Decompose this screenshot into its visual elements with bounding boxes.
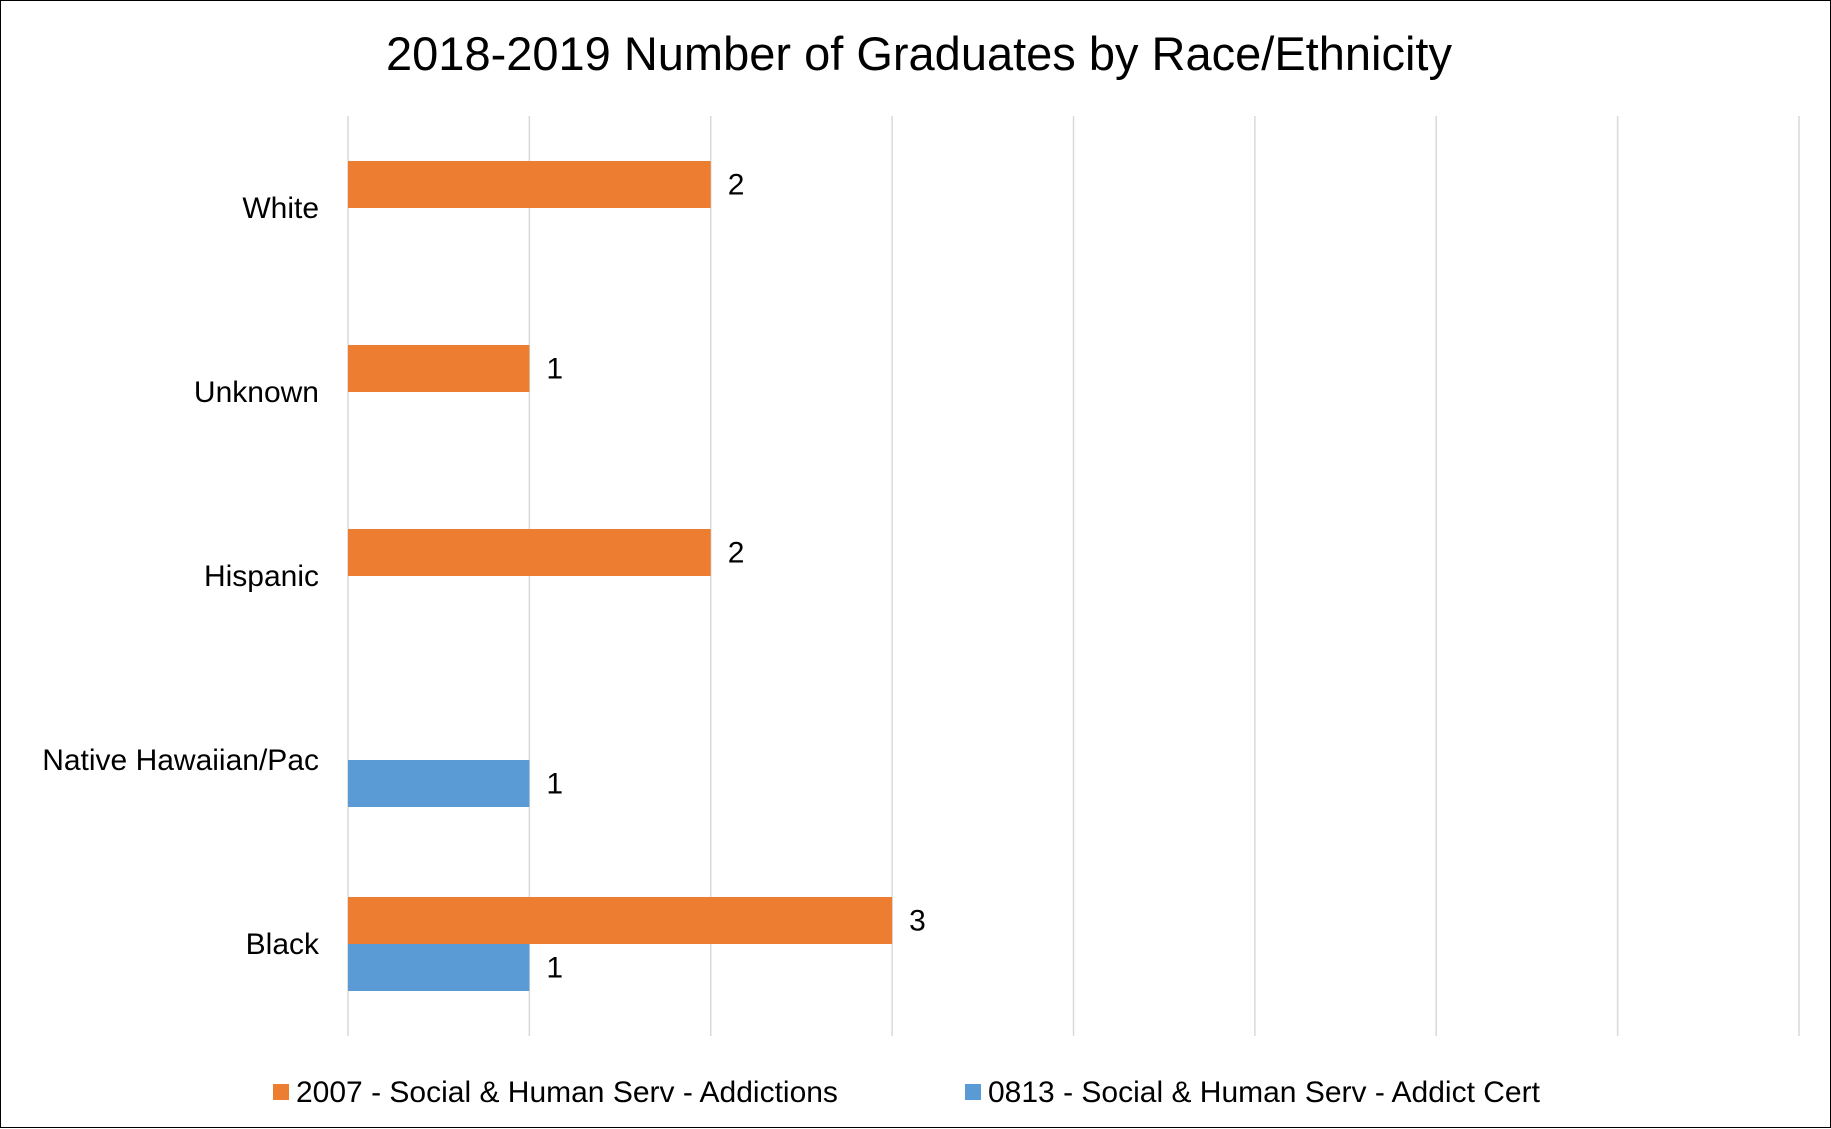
category-label-hispanic: Hispanic xyxy=(204,560,319,593)
legend-swatch-series-1 xyxy=(273,1084,289,1100)
legend: 2007 - Social & Human Serv - Addictions 0… xyxy=(273,1076,1541,1109)
legend-swatch-series-2 xyxy=(965,1084,981,1100)
gridlines xyxy=(347,116,1800,1036)
category-label-native-hawaiian-pac: Native Hawaiian/Pac xyxy=(42,744,319,777)
category-label-white: White xyxy=(242,192,319,225)
data-label-white-series-1: 2 xyxy=(728,169,745,202)
category-label-unknown: Unknown xyxy=(194,376,319,409)
data-label-black-series-2: 1 xyxy=(546,952,563,985)
bar-black-series-2 xyxy=(348,944,530,991)
category-label-black: Black xyxy=(246,928,320,961)
data-labels: 2 1 2 1 3 1 xyxy=(546,169,925,985)
data-label-unknown-series-1: 1 xyxy=(546,353,563,386)
category-axis-labels: White Unknown Hispanic Native Hawaiian/Pac B… xyxy=(42,192,320,961)
data-label-black-series-1: 3 xyxy=(909,905,926,938)
bar-unknown-series-1 xyxy=(348,345,530,392)
bars xyxy=(348,161,893,991)
data-label-native-hawaiian-pac-series-2: 1 xyxy=(546,768,563,801)
bar-white-series-1 xyxy=(348,161,711,208)
data-label-hispanic-series-1: 2 xyxy=(728,537,745,570)
bar-native-hawaiian-pac-series-2 xyxy=(348,760,530,807)
bar-black-series-1 xyxy=(348,897,893,944)
chart-title: 2018-2019 Number of Graduates by Race/Et… xyxy=(386,27,1452,80)
legend-label-series-1: 2007 - Social & Human Serv - Addictions xyxy=(296,1076,838,1109)
bar-hispanic-series-1 xyxy=(348,529,711,576)
legend-label-series-2: 0813 - Social & Human Serv - Addict Cert xyxy=(988,1076,1541,1109)
